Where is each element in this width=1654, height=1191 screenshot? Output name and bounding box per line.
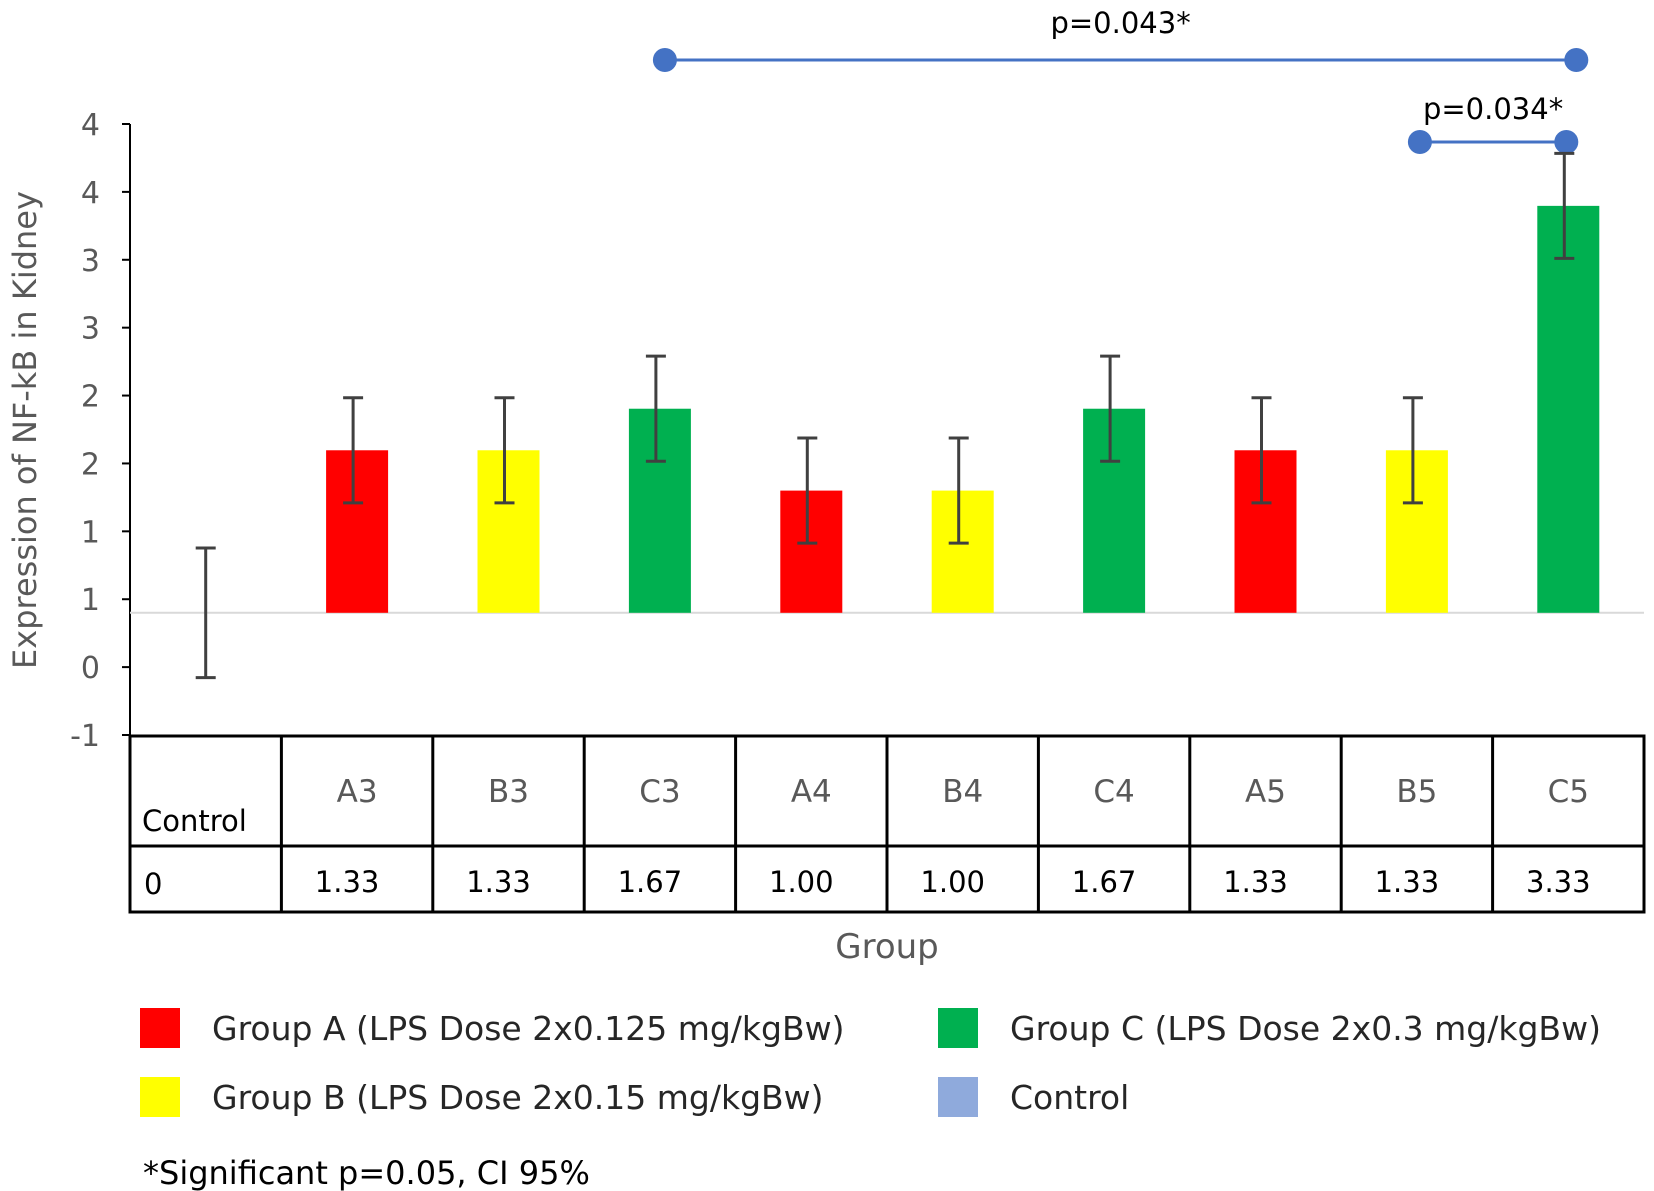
bar-a5 xyxy=(1234,450,1297,613)
bar-b3 xyxy=(477,450,540,613)
error-bar-control xyxy=(195,546,216,680)
significance-label: p=0.034* xyxy=(1423,92,1563,126)
error-bar-a4 xyxy=(797,436,818,545)
legend-label: Control xyxy=(1010,1078,1129,1117)
legend-item-c: Group C (LPS Dose 2x0.3 mg/kgBw) xyxy=(938,1008,1601,1048)
legend-swatch xyxy=(938,1077,978,1117)
y-tick-label: 3 xyxy=(81,312,100,347)
table-category-label: Control xyxy=(142,804,247,838)
bar-c4 xyxy=(1083,408,1146,613)
table-category-label: A4 xyxy=(791,774,832,810)
error-bar-b4 xyxy=(948,436,969,545)
table-category-label: C5 xyxy=(1548,774,1589,810)
table-value-label: 1.33 xyxy=(466,865,531,899)
table-category-label: A3 xyxy=(337,774,378,810)
legend: Group A (LPS Dose 2x0.125 mg/kgBw) Group … xyxy=(140,1008,1601,1117)
error-bar-c4 xyxy=(1100,354,1121,463)
bar-series xyxy=(326,205,1600,613)
table-value-label: 1.33 xyxy=(1223,865,1288,899)
error-bar-c3 xyxy=(645,354,666,463)
bar-a3 xyxy=(326,450,389,613)
significance-endpoint xyxy=(1554,130,1579,154)
error-bar-a5 xyxy=(1251,396,1272,505)
y-tick-label: 2 xyxy=(81,380,100,415)
table-value-label: 1.67 xyxy=(1072,865,1137,899)
significance-bracket: p=0.043* xyxy=(652,6,1589,72)
table-value-label: 0 xyxy=(144,867,162,901)
plot-area: -1 0 1 1 2 2 3 3 4 4 xyxy=(70,108,1644,754)
y-axis-label: Expression of NF-kB in Kidney xyxy=(6,191,44,669)
table-category-label: B5 xyxy=(1396,774,1437,810)
data-table: Control 0 A3 1.33 B3 1.33 C3 1.67 A4 1.00 B4 1.00 C4… xyxy=(128,734,1646,914)
significance-label: p=0.043* xyxy=(1050,6,1190,40)
significance-bracket: p=0.034* xyxy=(1407,92,1579,154)
table-category-label: A5 xyxy=(1245,774,1286,810)
legend-swatch xyxy=(140,1008,180,1048)
y-tick-label: -1 xyxy=(70,719,100,754)
legend-item-b: Group B (LPS Dose 2x0.15 mg/kgBw) xyxy=(140,1077,824,1117)
error-bar-a3 xyxy=(343,396,364,505)
legend-label: Group C (LPS Dose 2x0.3 mg/kgBw) xyxy=(1010,1009,1601,1048)
y-tick-label: 4 xyxy=(81,176,100,211)
table-value-label: 3.33 xyxy=(1526,865,1591,899)
y-tick-label: 0 xyxy=(81,651,100,686)
significance-endpoint xyxy=(652,48,677,72)
bar-c3 xyxy=(628,408,691,613)
legend-label: Group B (LPS Dose 2x0.15 mg/kgBw) xyxy=(212,1078,824,1117)
table-category-label: C3 xyxy=(639,774,680,810)
table-category-label: B4 xyxy=(942,774,983,810)
y-tick-label: 2 xyxy=(81,447,100,482)
y-tick-label: 3 xyxy=(81,244,100,279)
bar-c5 xyxy=(1537,205,1600,613)
table-value-label: 1.00 xyxy=(769,865,834,899)
bar-b5 xyxy=(1385,450,1448,613)
legend-swatch xyxy=(938,1008,978,1048)
error-bar-c5 xyxy=(1554,151,1575,260)
significance-note: *Significant p=0.05, CI 95% xyxy=(143,1154,590,1191)
table-category-label: C4 xyxy=(1093,774,1134,810)
x-axis-label: Group xyxy=(835,927,939,967)
table-category-label: B3 xyxy=(488,774,529,810)
y-tick-label: 1 xyxy=(81,515,100,550)
significance-endpoint xyxy=(1407,130,1432,154)
table-value-label: 1.00 xyxy=(920,865,985,899)
table-value-label: 1.33 xyxy=(1375,865,1440,899)
error-bars xyxy=(195,151,1575,680)
error-bar-b5 xyxy=(1402,396,1423,505)
table-value-label: 1.33 xyxy=(315,865,380,899)
legend-item-a: Group A (LPS Dose 2x0.125 mg/kgBw) xyxy=(140,1008,844,1048)
y-tick-label: 1 xyxy=(81,583,100,618)
table-value-label: 1.67 xyxy=(618,865,683,899)
significance-endpoint xyxy=(1564,48,1589,72)
bar-a4 xyxy=(780,490,843,613)
legend-item-control: Control xyxy=(938,1077,1129,1117)
significance-annotations: p=0.043* p=0.034* xyxy=(652,6,1589,154)
bar-b4 xyxy=(931,490,994,613)
y-tick-label: 4 xyxy=(81,108,100,143)
legend-swatch xyxy=(140,1077,180,1117)
error-bar-b3 xyxy=(494,396,515,505)
legend-label: Group A (LPS Dose 2x0.125 mg/kgBw) xyxy=(212,1009,844,1048)
